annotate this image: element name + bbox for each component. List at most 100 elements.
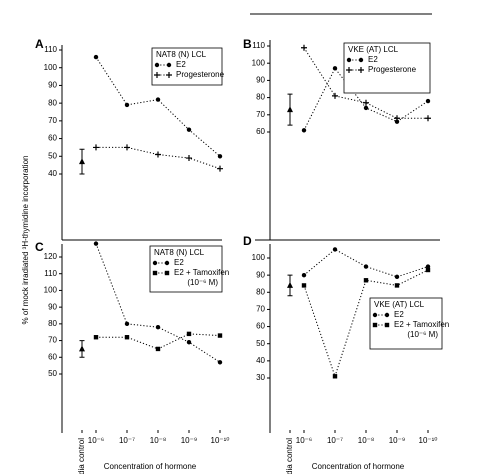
y-tick-label: 70 (48, 116, 57, 125)
point (155, 97, 161, 102)
legend-box (369, 297, 443, 350)
y-tick-label: 110 (252, 41, 265, 50)
point (166, 62, 172, 68)
point (217, 333, 223, 338)
point (332, 92, 338, 99)
point (186, 127, 192, 132)
legend-title: VKE (AT) LCL (374, 300, 425, 309)
point (425, 267, 431, 273)
y-tick-label: 60 (256, 322, 265, 331)
legend-note: (10⁻⁶ M) (187, 278, 218, 287)
y-tick-label: 100 (252, 253, 266, 262)
point (301, 128, 307, 133)
point (93, 335, 99, 340)
series-line (303, 269, 429, 378)
y-tick-label: 80 (256, 93, 265, 102)
y-tick-label: 100 (44, 63, 58, 72)
x-tick-label: 10⁻⁶ (296, 436, 312, 445)
point (154, 72, 160, 78)
legend-box (343, 42, 431, 94)
x-tick-label: 10⁻⁸ (150, 436, 167, 445)
control-point (287, 281, 293, 288)
legend-title: VKE (AT) LCL (348, 45, 399, 54)
panel: C 50 60 70 80 90 100 110 120 Media control 10⁻⁶ 10⁻… (35, 240, 230, 474)
x-tick-label: 10⁻⁶ (88, 436, 104, 445)
y-tick-label: 80 (256, 287, 265, 296)
legend-box (149, 245, 223, 293)
legend-label: Progesterone (368, 65, 417, 74)
x-axis-label: Concentration of hormone (104, 462, 197, 471)
point (332, 247, 338, 252)
point (363, 278, 369, 283)
point (363, 264, 369, 269)
point (124, 102, 130, 108)
point (124, 321, 130, 327)
point (93, 241, 99, 246)
legend-label: E2 (368, 55, 378, 64)
point (301, 283, 307, 288)
y-tick-label: 90 (256, 270, 265, 279)
y-tick-label: 80 (48, 98, 57, 107)
legend-box (151, 47, 223, 86)
legend-title: NAT8 (N) LCL (156, 50, 207, 59)
point (217, 165, 223, 172)
point (332, 374, 338, 379)
y-tick-label: 90 (256, 76, 265, 85)
point (301, 44, 307, 51)
x-axis-label: Concentration of hormone (312, 462, 405, 471)
y-tick-label: 60 (48, 352, 57, 361)
control-point (79, 158, 85, 165)
point (154, 62, 160, 68)
series-line (95, 243, 221, 363)
point (301, 272, 307, 278)
x-tick-label: 10⁻¹⁰ (419, 436, 438, 445)
x-tick-label: 10⁻⁷ (327, 436, 343, 445)
control-point (79, 345, 85, 352)
y-tick-label: 100 (252, 58, 266, 67)
y-tick-label: 90 (48, 81, 57, 90)
y-tick-label: 70 (48, 336, 57, 345)
series-line (96, 146, 221, 170)
panel: B 60 70 80 90 100 110 VKE (AT) LCLE2Progesteron… (243, 37, 431, 240)
y-tick-label: 110 (44, 269, 57, 278)
y-tick-label: 70 (256, 305, 265, 314)
series-line (303, 248, 429, 278)
point (186, 155, 192, 162)
panel-letter: A (35, 37, 44, 51)
y-tick-label: 100 (44, 286, 58, 295)
legend-title: NAT8 (N) LCL (154, 248, 205, 257)
point (372, 312, 378, 318)
point (166, 72, 172, 78)
x-tick-label: Media control (77, 438, 86, 474)
y-tick-label: 60 (48, 134, 57, 143)
point (93, 144, 99, 151)
point (394, 119, 400, 124)
y-tick-label: 120 (44, 252, 58, 261)
control-point (287, 106, 293, 113)
panel: A 40 50 60 70 80 90 100 110 NAT8 (N) LCLE2Progest… (35, 37, 225, 240)
point (186, 331, 192, 337)
point (332, 66, 338, 71)
legend-label: E2 (176, 60, 186, 69)
point (217, 154, 223, 159)
legend-label: E2 (394, 310, 404, 319)
y-axis-label: % of mock irradiated ³H-thymidine incorp… (21, 156, 30, 325)
series-line (96, 333, 221, 350)
y-tick-label: 110 (44, 45, 57, 54)
point (93, 54, 99, 60)
point (124, 335, 130, 340)
point (363, 99, 369, 106)
x-tick-label: 10⁻⁷ (119, 436, 135, 445)
y-tick-label: 60 (256, 127, 265, 136)
point (384, 322, 390, 328)
point (425, 115, 431, 122)
x-tick-label: Media control (285, 438, 294, 474)
legend-note: (10⁻⁶ M) (407, 330, 438, 339)
x-tick-label: 10⁻⁹ (389, 436, 406, 445)
point (346, 67, 352, 73)
point (394, 115, 400, 122)
point (155, 325, 161, 330)
point (155, 346, 161, 352)
y-tick-label: 30 (256, 373, 265, 382)
